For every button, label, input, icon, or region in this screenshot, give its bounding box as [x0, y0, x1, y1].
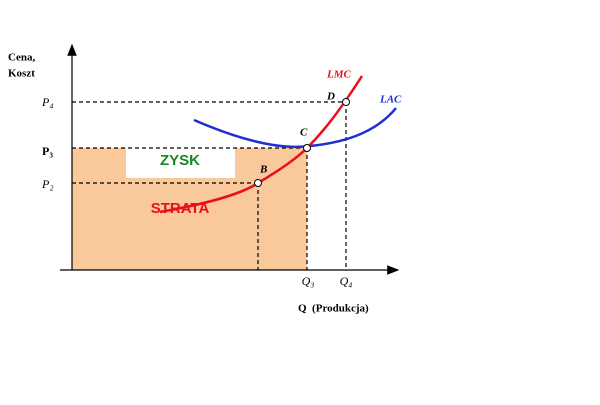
guide-lines	[72, 101, 347, 270]
lmc-curve	[159, 75, 364, 214]
tick-label: P₃	[42, 144, 53, 158]
point-label: B	[259, 164, 267, 176]
tick-label: Q₃	[302, 274, 315, 288]
profit-box	[126, 148, 235, 178]
tick-label: P₄	[41, 95, 54, 109]
y-label: Cena,	[8, 52, 35, 64]
point-label: C	[300, 127, 308, 139]
point-label: D	[326, 91, 335, 103]
point-d	[342, 98, 350, 106]
tick-label: P₂	[41, 177, 54, 191]
x-label: Q (Produkcja)	[298, 303, 369, 315]
region-label: STRATA	[151, 200, 210, 217]
point-c	[303, 144, 311, 152]
y-label: Koszt	[8, 68, 35, 80]
region-label: ZYSK	[160, 152, 200, 169]
point-b	[254, 179, 262, 187]
curve-label: LMC	[326, 69, 352, 81]
lac-curve	[193, 107, 397, 149]
curve-label: LAC	[379, 94, 402, 106]
tick-label: Q₄	[340, 274, 353, 288]
